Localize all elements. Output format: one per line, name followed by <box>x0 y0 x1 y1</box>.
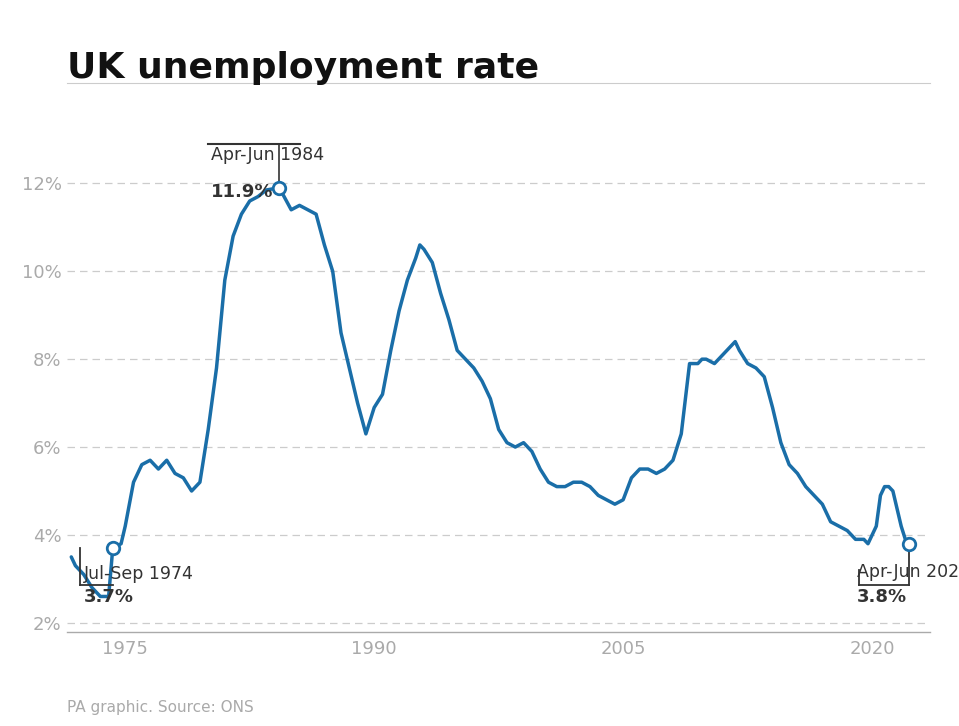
Text: 3.7%: 3.7% <box>83 587 133 605</box>
Text: PA graphic. Source: ONS: PA graphic. Source: ONS <box>67 700 254 715</box>
Text: Apr-Jun 2022: Apr-Jun 2022 <box>857 563 959 581</box>
Text: Apr-Jun 1984: Apr-Jun 1984 <box>211 146 324 164</box>
Text: 3.8%: 3.8% <box>857 587 907 605</box>
Text: 11.9%: 11.9% <box>211 184 273 201</box>
Text: UK unemployment rate: UK unemployment rate <box>67 51 539 85</box>
Text: Jul-Sep 1974: Jul-Sep 1974 <box>83 566 194 583</box>
